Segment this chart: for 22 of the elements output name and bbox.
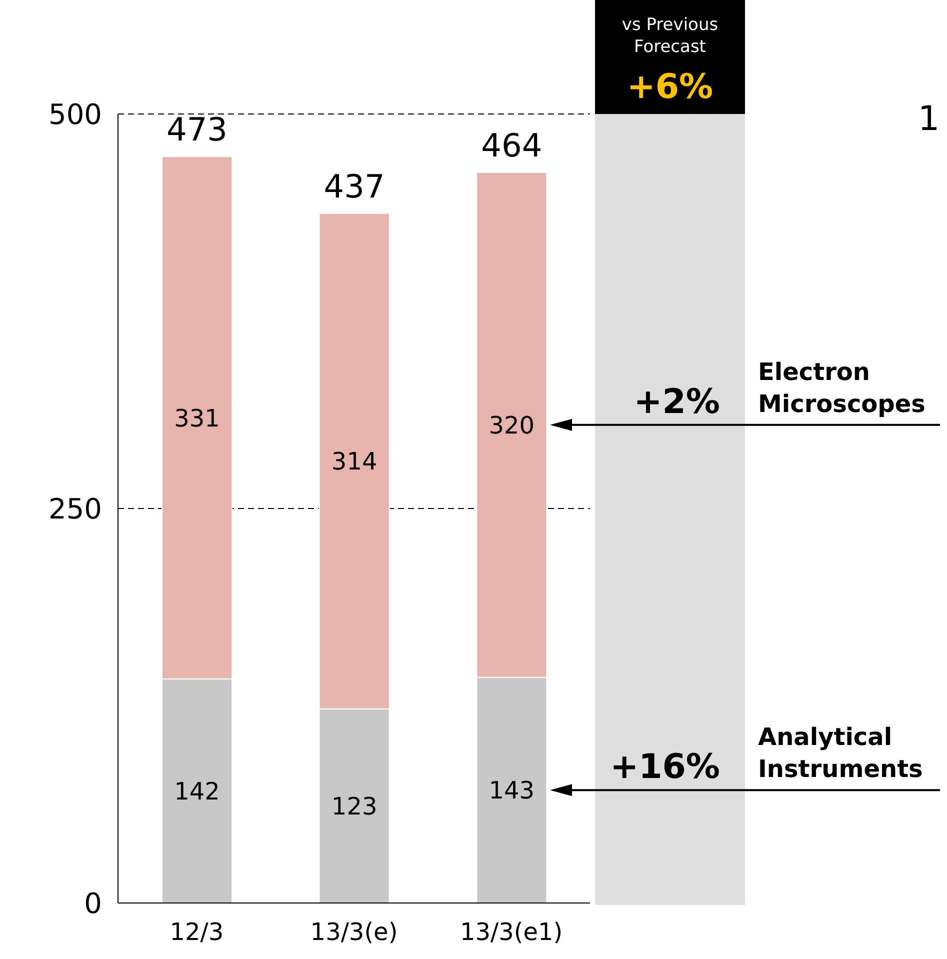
total-label: 473 xyxy=(166,110,228,149)
total-label: 464 xyxy=(481,126,542,164)
x-tick-label: 13/3(e) xyxy=(310,918,398,946)
y-tick-label: 0 xyxy=(84,886,102,920)
text: +2% xyxy=(634,382,720,422)
text: Analytical Instruments xyxy=(758,723,923,784)
data-label: 331 xyxy=(174,404,220,432)
data-label: 142 xyxy=(174,777,220,806)
text: +6% xyxy=(626,67,714,107)
data-label: 143 xyxy=(488,776,535,805)
text: vs Previous Forecast xyxy=(622,15,718,57)
data-label: 320 xyxy=(488,411,535,440)
data-label: 123 xyxy=(331,792,378,820)
x-tick-label: 12/3 xyxy=(170,918,224,946)
text: 1 xyxy=(918,99,940,139)
x-tick-label: 13/3(e1) xyxy=(460,918,563,946)
total-label: 437 xyxy=(324,167,385,206)
data-label: 314 xyxy=(331,448,378,476)
text: +16% xyxy=(610,747,720,788)
y-tick-label: 500 xyxy=(48,98,102,131)
text: Electron Microscopes xyxy=(758,358,926,418)
y-tick-label: 250 xyxy=(48,492,102,526)
